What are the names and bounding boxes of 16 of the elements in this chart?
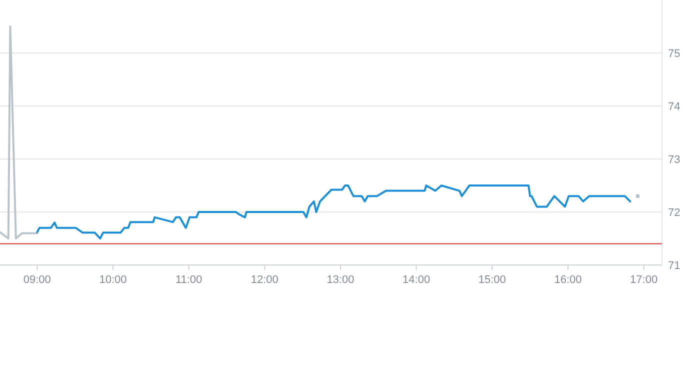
- x-tick-label: 09:00: [23, 274, 51, 286]
- y-tick-label: 74: [668, 101, 680, 113]
- x-tick-label: 12:00: [250, 274, 278, 286]
- x-tick-label: 15:00: [478, 274, 506, 286]
- y-tick-label: 71: [668, 260, 680, 272]
- y-tick-label: 72: [668, 207, 680, 219]
- line-series: [0, 26, 38, 240]
- line-series: [36, 184, 632, 240]
- x-tick-label: 14:00: [402, 274, 430, 286]
- x-tick-label: 17:00: [630, 274, 658, 286]
- x-tick-label: 11:00: [175, 274, 202, 286]
- y-tick-label: 75: [668, 48, 680, 60]
- x-tick-label: 13:00: [326, 274, 354, 286]
- x-tick-label: 16:00: [554, 274, 582, 286]
- x-tick-label: 10:00: [99, 274, 127, 286]
- y-tick-label: 73: [668, 154, 680, 166]
